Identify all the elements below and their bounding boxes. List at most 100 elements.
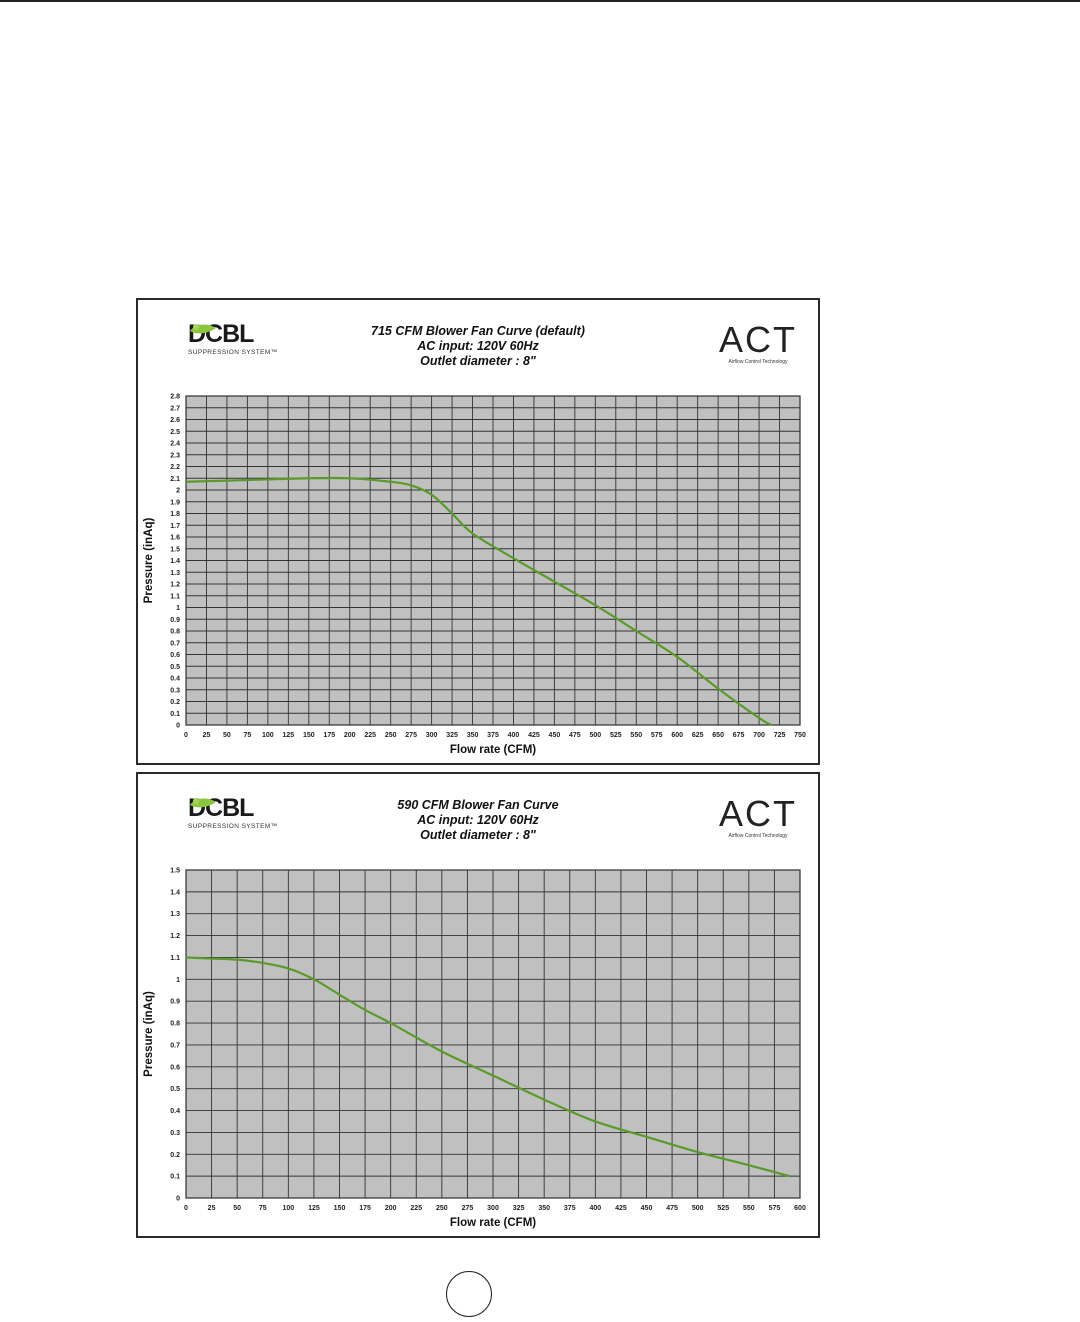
leaf-icon	[190, 324, 216, 334]
x-tick-label: 325	[446, 732, 458, 739]
y-tick-label: 0.7	[170, 1042, 180, 1049]
y-tick-label: 0	[176, 1196, 180, 1203]
y-tick-label: 0.3	[170, 1130, 180, 1137]
y-tick-label: 0.9	[170, 999, 180, 1006]
page-number-circle	[446, 1271, 492, 1317]
chart-title-line-1: 590 CFM Blower Fan Curve	[397, 798, 559, 812]
x-tick-label: 500	[589, 732, 601, 739]
x-axis-label: Flow rate (CFM)	[450, 744, 536, 756]
act-logo: ACT Airflow Control Technology	[714, 796, 802, 840]
x-tick-label: 75	[244, 732, 252, 739]
y-tick-label: 2.4	[170, 441, 180, 448]
y-tick-label: 0.5	[170, 1086, 180, 1093]
x-tick-label: 25	[203, 732, 211, 739]
dcbl-logo-subtitle: SUPPRESSION SYSTEM™	[188, 823, 278, 830]
y-tick-label: 1.1	[170, 593, 180, 600]
y-tick-label: 0.5	[170, 664, 180, 671]
x-tick-label: 150	[334, 1205, 346, 1212]
y-tick-label: 2.8	[170, 394, 180, 401]
y-tick-label: 0.4	[170, 676, 180, 683]
x-tick-label: 325	[513, 1205, 525, 1212]
x-tick-label: 175	[323, 732, 335, 739]
x-tick-label: 150	[303, 732, 315, 739]
x-tick-label: 350	[538, 1205, 550, 1212]
y-tick-label: 0.3	[170, 687, 180, 694]
y-tick-label: 0.1	[170, 1174, 180, 1181]
x-tick-label: 0	[184, 732, 188, 739]
fan-curve-line	[185, 476, 772, 726]
y-tick-label: 1	[176, 977, 180, 984]
x-tick-label: 100	[282, 1205, 294, 1212]
y-tick-label: 2.7	[170, 405, 180, 412]
leaf-icon	[190, 798, 216, 808]
chart-590-cfm: DCBL SUPPRESSION SYSTEM™ 590 CFM Blower …	[136, 772, 820, 1238]
x-tick-label: 575	[651, 732, 663, 739]
x-tick-label: 400	[508, 732, 520, 739]
fan-curve-line	[185, 956, 791, 1178]
chart-plot: 0 25 50 75 100 125 150 175 200 225 250 275 300 325 350…	[143, 868, 806, 1230]
act-logo-subtitle: Airflow Control Technology	[728, 833, 788, 839]
x-tick-label: 600	[794, 1205, 806, 1212]
x-tick-label: 225	[364, 732, 376, 739]
dcbl-logo-subtitle: SUPPRESSION SYSTEM™	[188, 349, 278, 356]
chart-title: 715 CFM Blower Fan Curve (default) AC in…	[328, 324, 628, 369]
x-tick-label: 425	[528, 732, 540, 739]
y-tick-label: 2.3	[170, 452, 180, 459]
y-tick-label: 0	[176, 723, 180, 730]
dcbl-logo: DCBL SUPPRESSION SYSTEM™	[188, 322, 308, 366]
chart-title-line-1: 715 CFM Blower Fan Curve (default)	[371, 324, 585, 338]
x-tick-label: 725	[774, 732, 786, 739]
chart-title-line-2: AC input: 120V 60Hz	[417, 339, 539, 353]
y-tick-label: 1.1	[170, 955, 180, 962]
x-tick-label: 125	[308, 1205, 320, 1212]
y-axis-label: Pressure (inAq)	[143, 518, 155, 604]
chart-title-line-3: Outlet diameter : 8"	[420, 828, 536, 842]
x-tick-label: 200	[385, 1205, 397, 1212]
x-axis-label: Flow rate (CFM)	[450, 1217, 536, 1229]
y-tick-label: 0.1	[170, 711, 180, 718]
y-tick-label: 1.3	[170, 911, 180, 918]
act-logo-text: ACT	[719, 319, 797, 360]
y-tick-label: 1.5	[170, 868, 180, 875]
y-tick-label: 1.3	[170, 570, 180, 577]
x-tick-label: 475	[569, 732, 581, 739]
x-tick-label: 575	[769, 1205, 781, 1212]
x-tick-label: 525	[717, 1205, 729, 1212]
chart-title: 590 CFM Blower Fan Curve AC input: 120V …	[328, 798, 628, 843]
y-tick-label: 0.9	[170, 617, 180, 624]
y-tick-label: 2	[176, 488, 180, 495]
x-tick-label: 500	[692, 1205, 704, 1212]
x-tick-label: 275	[405, 732, 417, 739]
y-tick-label: 2.2	[170, 464, 180, 471]
y-tick-label: 1.4	[170, 558, 180, 565]
act-logo: ACT Airflow Control Technology	[714, 322, 802, 366]
y-tick-label: 1.4	[170, 889, 180, 896]
x-tick-label: 600	[671, 732, 683, 739]
top-rule	[0, 0, 1080, 2]
x-tick-label: 250	[436, 1205, 448, 1212]
x-tick-label: 125	[282, 732, 294, 739]
x-tick-label: 550	[630, 732, 642, 739]
x-tick-label: 300	[487, 1205, 499, 1212]
x-tick-label: 625	[692, 732, 704, 739]
x-tick-label: 450	[549, 732, 561, 739]
x-tick-label: 275	[462, 1205, 474, 1212]
y-tick-label: 0.6	[170, 652, 180, 659]
chart-title-line-2: AC input: 120V 60Hz	[417, 813, 539, 827]
x-tick-label: 50	[233, 1205, 241, 1212]
y-tick-label: 1.5	[170, 546, 180, 553]
y-tick-label: 1.7	[170, 523, 180, 530]
x-tick-label: 175	[359, 1205, 371, 1212]
y-tick-label: 0.4	[170, 1108, 180, 1115]
y-tick-label: 0.2	[170, 699, 180, 706]
x-tick-label: 550	[743, 1205, 755, 1212]
y-tick-label: 2.1	[170, 476, 180, 483]
x-tick-label: 250	[385, 732, 397, 739]
y-axis-label: Pressure (inAq)	[143, 991, 155, 1077]
x-tick-label: 200	[344, 732, 356, 739]
x-tick-label: 375	[487, 732, 499, 739]
y-tick-label: 1.2	[170, 582, 180, 589]
x-tick-label: 650	[712, 732, 724, 739]
y-tick-label: 0.8	[170, 1021, 180, 1028]
y-tick-label: 1.8	[170, 511, 180, 518]
